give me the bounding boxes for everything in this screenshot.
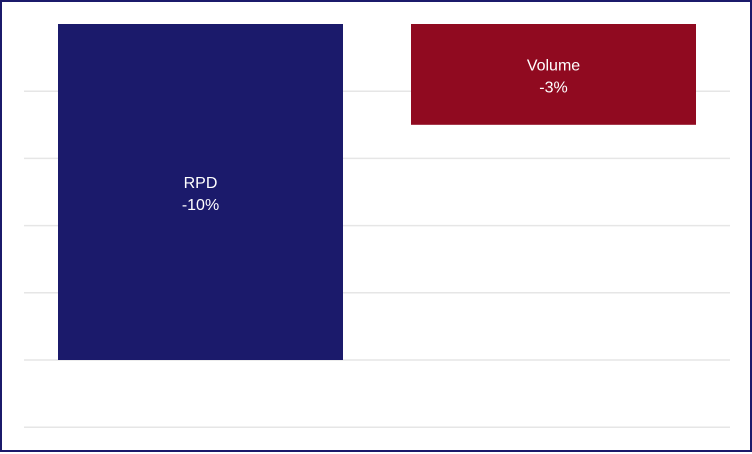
bar-category-label: Volume [527, 57, 580, 74]
bar-value-label: -3% [539, 79, 567, 96]
bar-value-label: -10% [182, 197, 219, 214]
bars [58, 24, 696, 360]
bar-rpd [58, 24, 343, 360]
bar-category-label: RPD [184, 175, 218, 192]
bar-volume [411, 24, 696, 125]
bar-labels: RPD -10% Volume -3% [182, 57, 580, 214]
